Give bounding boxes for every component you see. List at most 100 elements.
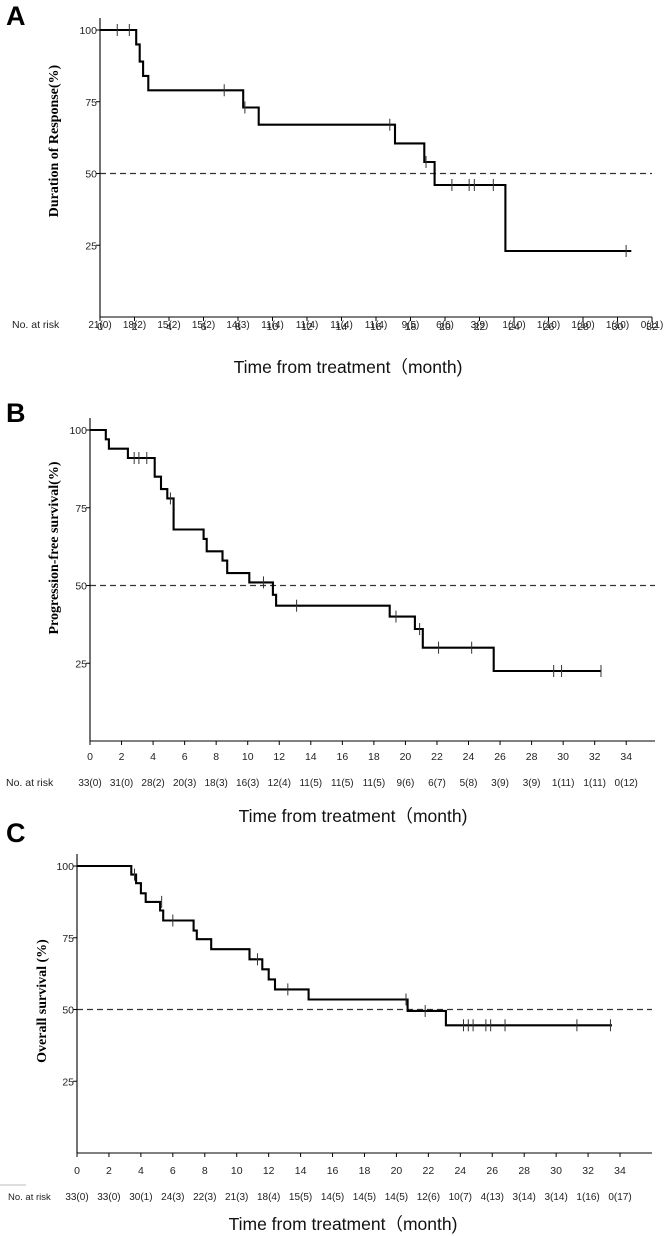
x-tick-label: 14 [336,321,348,333]
x-tick-label: 10 [267,321,279,333]
risk-table-value: 3(9) [491,778,509,789]
risk-table-value: 12(4) [268,778,291,789]
panel-a-risk-label: No. at risk [12,319,60,331]
panel-b-letter: B [6,398,26,428]
x-tick-label: 20 [391,1165,403,1177]
risk-table-value: 18(2) [123,320,146,331]
risk-table-value: 6(7) [428,778,446,789]
risk-table-value: 1(10) [502,320,525,331]
x-tick-label: 14 [305,751,317,763]
y-tick-label: 50 [85,169,97,181]
panel-b-x-axis-label: Time from treatment（month) [239,806,468,826]
x-tick-label: 6 [201,321,207,333]
risk-table-value: 9(5) [402,320,420,331]
risk-table-value: 21(3) [225,1192,248,1203]
y-tick-label: 75 [75,503,87,515]
x-tick-label: 30 [612,321,624,333]
risk-table-value: 15(2) [192,320,215,331]
risk-table-value: 12(6) [417,1192,440,1203]
risk-table-value: 22(3) [193,1192,216,1203]
x-tick-label: 28 [577,321,589,333]
x-tick-label: 18 [368,751,380,763]
risk-table-value: 16(3) [236,778,259,789]
risk-table-value: 33(0) [65,1192,88,1203]
risk-table-value: 14(5) [353,1192,376,1203]
x-tick-label: 8 [202,1165,208,1177]
risk-table-value: 3(14) [513,1192,536,1203]
x-tick-label: 0 [87,751,93,763]
risk-table-value: 4(13) [481,1192,504,1203]
panel-c-risk-table: 33(0) 33(0) 30(1) 24(3) 22(3) 21(3) 18(4) 15(5)… [65,1192,631,1203]
x-tick-label: 8 [235,321,241,333]
x-tick-label: 34 [614,1165,626,1177]
km-step-line [90,428,601,673]
x-tick-label: 10 [242,751,254,763]
risk-table-value: 3(9) [523,778,541,789]
risk-table-value: 14(5) [321,1192,344,1203]
x-tick-label: 16 [336,751,348,763]
y-tick-label: 50 [75,581,87,593]
x-tick-label: 2 [119,751,125,763]
risk-table-value: 1(10) [571,320,594,331]
x-tick-label: 32 [589,751,601,763]
x-tick-label: 12 [273,751,285,763]
x-tick-label: 24 [508,321,520,333]
y-tick-label: 25 [75,658,87,670]
y-tick-label: 25 [85,240,97,252]
risk-table-value: 20(3) [173,778,196,789]
x-tick-label: 18 [359,1165,371,1177]
risk-table-value: 11(4) [261,320,284,331]
panel-a-y-axis-label: Duration of Response(%) [47,64,62,217]
panel-c-x-axis-label: Time from treatment（month) [229,1214,458,1234]
x-tick-label: 22 [431,751,443,763]
panel-c-km-curve [77,864,652,1032]
x-tick-label: 28 [526,751,538,763]
panel-a-x-axis-label: Time from treatment（month) [234,357,463,377]
risk-table-value: 33(0) [78,778,101,789]
risk-table-value: 11(5) [299,778,322,789]
x-tick-label: 16 [327,1165,339,1177]
x-tick-label: 24 [463,751,475,763]
risk-table-value: 1(10) [606,320,629,331]
risk-table-value: 24(3) [161,1192,184,1203]
risk-table-value: 9(6) [397,778,415,789]
panel-b-risk-label: No. at risk [6,777,54,789]
x-tick-label: 26 [543,321,555,333]
y-tick-label: 25 [62,1076,74,1088]
risk-table-value: 11(4) [330,320,353,331]
risk-table-value: 31(0) [110,778,133,789]
risk-table-value: 5(8) [460,778,478,789]
panel-b-risk-table: 33(0) 31(0) 28(2) 20(3) 18(3) 16(3) 12(4) 11(5)… [78,778,638,789]
x-tick-label: 4 [138,1165,144,1177]
x-tick-label: 0 [97,321,103,333]
risk-table-value: 11(4) [296,320,319,331]
x-tick-label: 4 [150,751,156,763]
y-tick-label: 100 [79,25,97,37]
x-tick-label: 30 [550,1165,562,1177]
risk-table-value: 28(2) [141,778,164,789]
x-tick-label: 8 [213,751,219,763]
panel-b-y-axis-label: Progression-free survival(%) [47,461,62,634]
x-tick-label: 18 [405,321,417,333]
x-tick-label: 22 [423,1165,435,1177]
x-tick-label: 12 [263,1165,275,1177]
x-tick-label: 32 [646,321,658,333]
km-step-line [100,28,632,253]
panel-b: B 0 2 4 6 8 10 12 14 16 18 20 22 24 26 28 30 32 342550751… [6,398,655,826]
risk-table-value: 15(2) [157,320,180,331]
risk-table-value: 3(9) [471,320,489,331]
x-tick-label: 2 [106,1165,112,1177]
x-tick-label: 6 [182,751,188,763]
x-tick-label: 22 [474,321,486,333]
y-tick-label: 50 [62,1005,74,1017]
km-step-line [77,864,612,1027]
x-tick-label: 28 [518,1165,530,1177]
risk-table-value: 0(17) [608,1192,631,1203]
risk-table-value: 14(3) [226,320,249,331]
x-tick-label: 34 [620,751,632,763]
risk-table-value: 15(5) [289,1192,312,1203]
risk-table-value: 3(14) [544,1192,567,1203]
